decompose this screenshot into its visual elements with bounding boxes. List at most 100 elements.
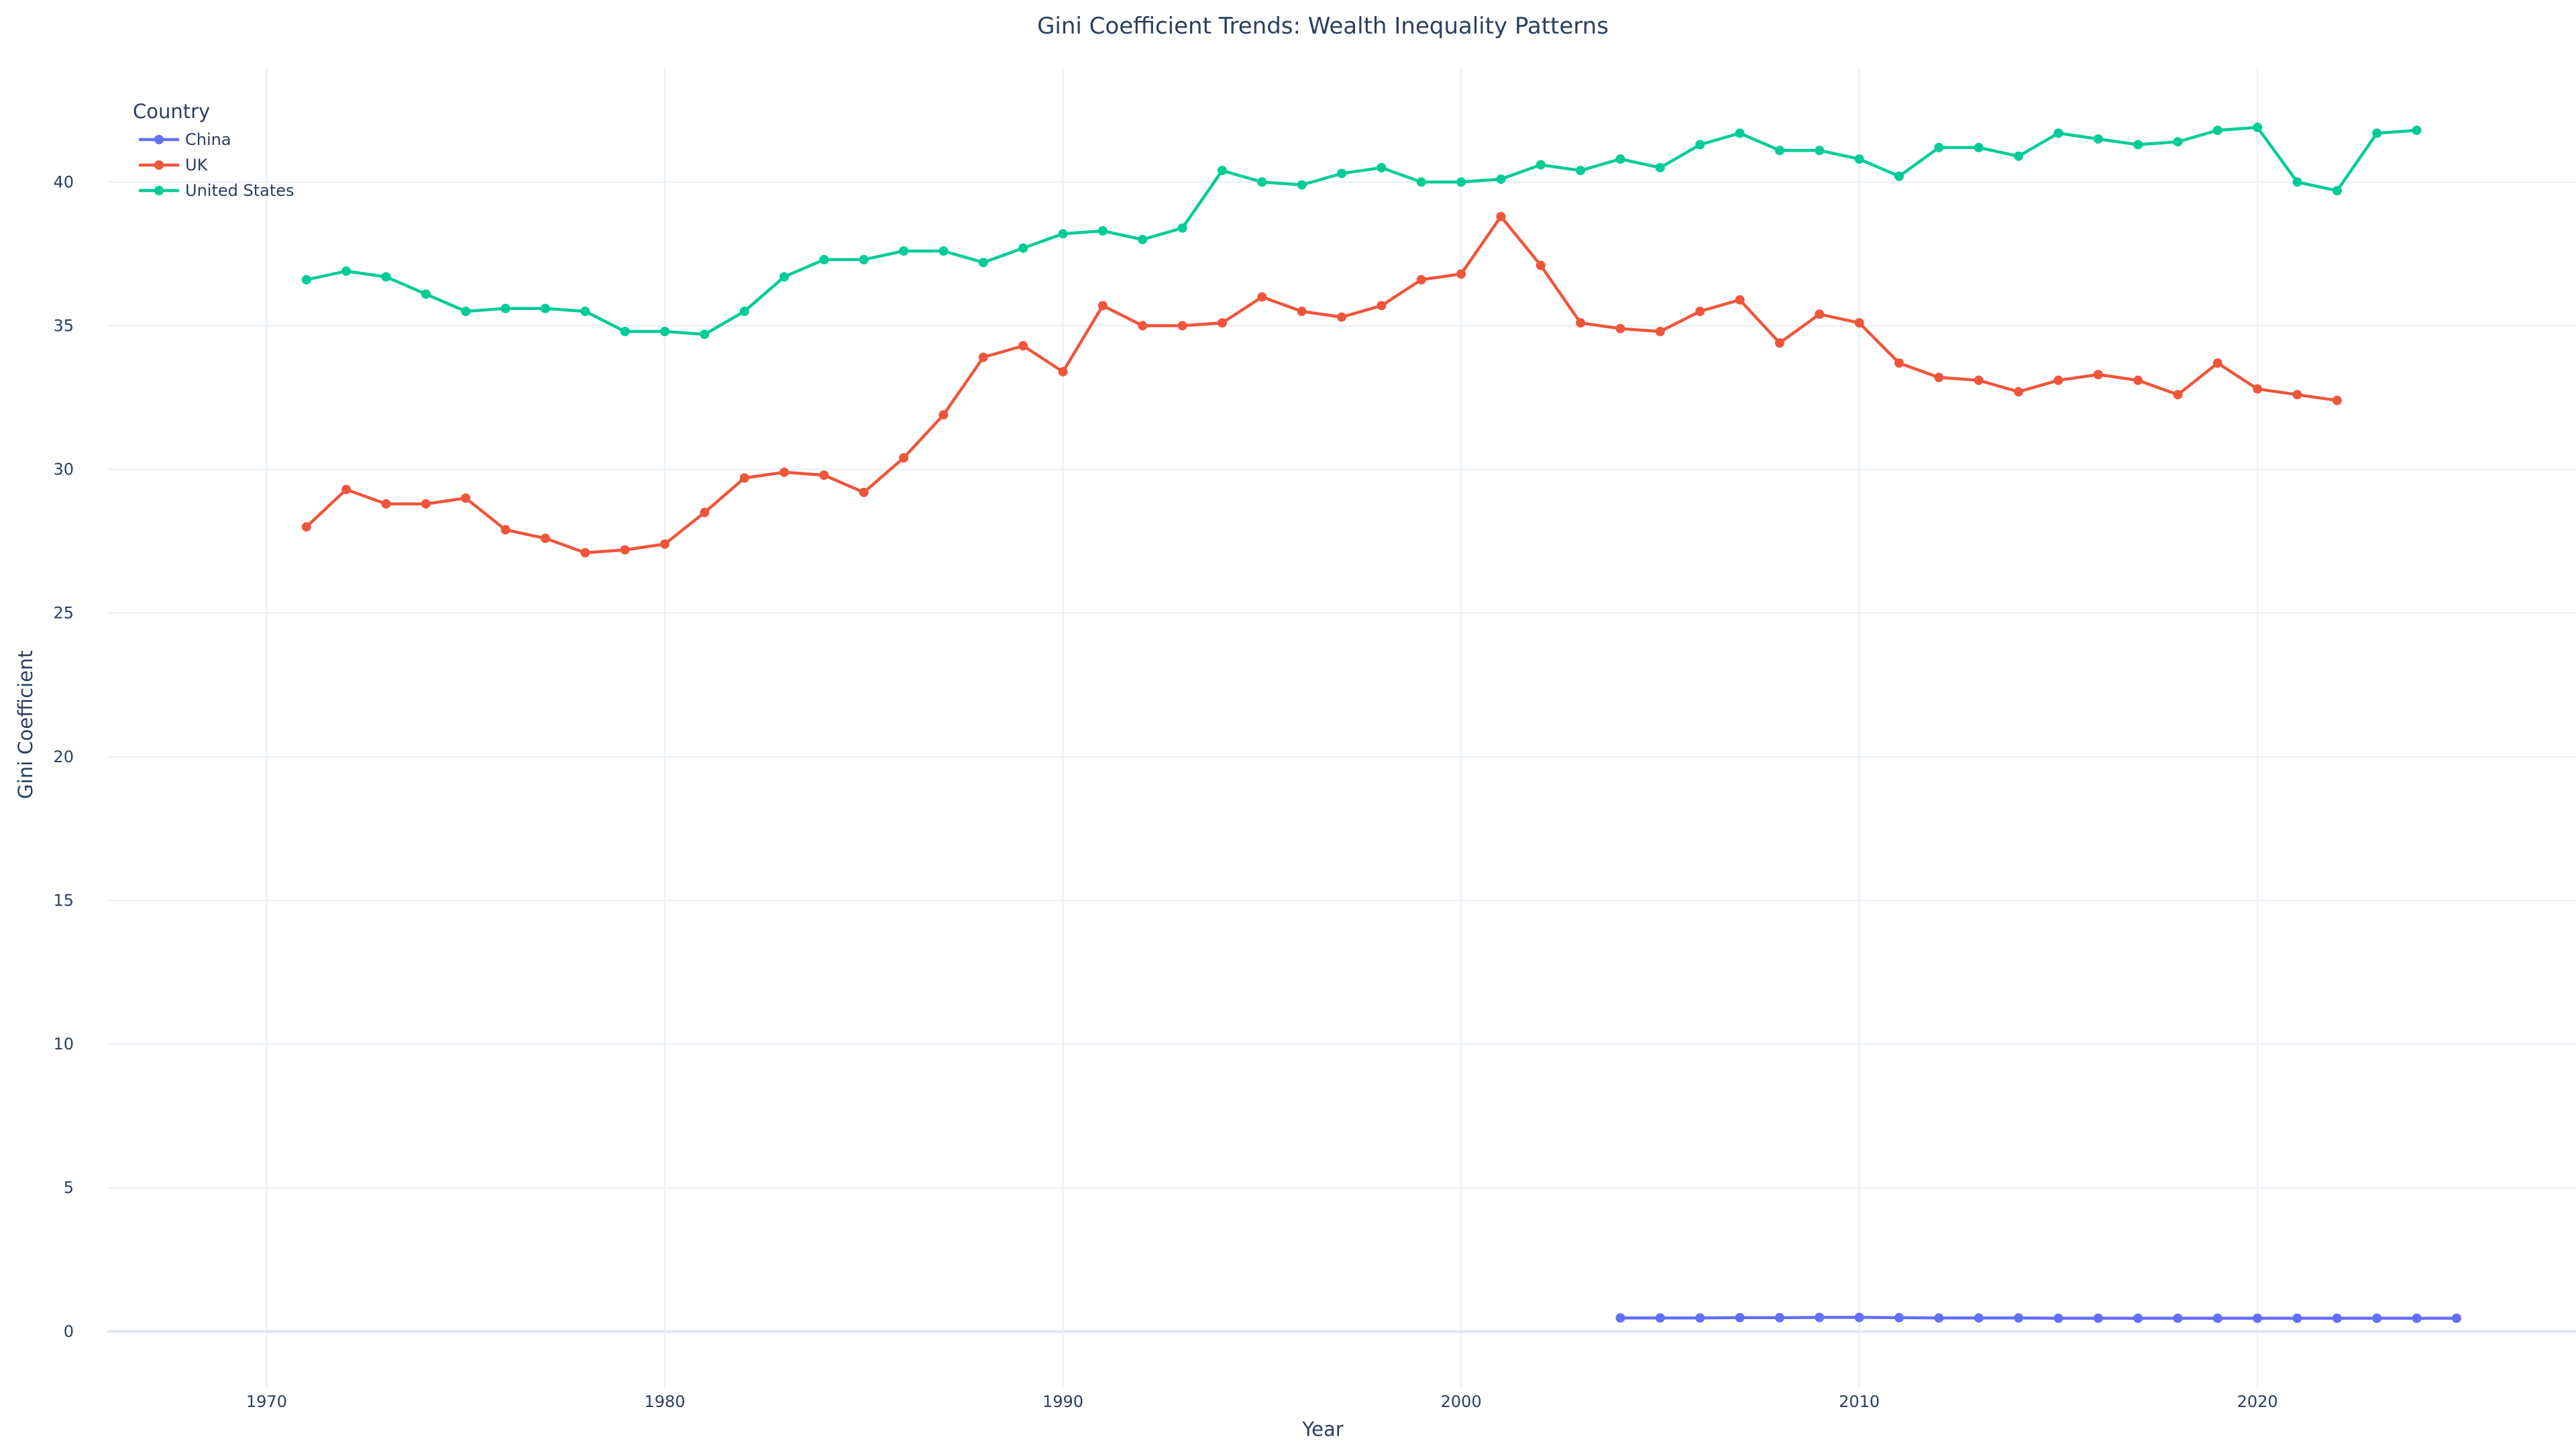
data-point[interactable] xyxy=(978,258,988,268)
data-point[interactable] xyxy=(2212,125,2222,136)
data-point[interactable] xyxy=(500,525,511,535)
data-point[interactable] xyxy=(1735,128,1745,138)
data-point[interactable] xyxy=(1615,1313,1625,1323)
data-point[interactable] xyxy=(1774,1312,1784,1323)
data-point[interactable] xyxy=(1655,327,1665,336)
data-point[interactable] xyxy=(2412,125,2422,136)
data-point[interactable] xyxy=(859,254,869,264)
data-point[interactable] xyxy=(659,539,669,549)
data-point[interactable] xyxy=(1297,307,1307,317)
data-point[interactable] xyxy=(819,254,829,264)
data-point[interactable] xyxy=(461,493,471,503)
data-point[interactable] xyxy=(540,303,550,313)
data-point[interactable] xyxy=(1894,171,1904,181)
data-point[interactable] xyxy=(341,266,352,276)
data-point[interactable] xyxy=(1257,177,1267,187)
data-point[interactable] xyxy=(2014,151,2024,161)
data-point[interactable] xyxy=(1097,226,1108,236)
data-point[interactable] xyxy=(1377,301,1387,311)
data-point[interactable] xyxy=(659,327,669,336)
data-point[interactable] xyxy=(2212,1313,2222,1323)
data-point[interactable] xyxy=(938,410,949,420)
data-point[interactable] xyxy=(1576,318,1586,328)
data-point[interactable] xyxy=(2173,137,2183,147)
data-point[interactable] xyxy=(1735,295,1745,305)
data-point[interactable] xyxy=(1177,223,1187,233)
data-point[interactable] xyxy=(1576,166,1586,176)
data-point[interactable] xyxy=(580,548,590,558)
data-point[interactable] xyxy=(620,545,630,555)
data-point[interactable] xyxy=(1854,318,1864,328)
data-point[interactable] xyxy=(1337,312,1346,322)
data-point[interactable] xyxy=(1934,1313,1944,1323)
data-point[interactable] xyxy=(1774,338,1784,348)
data-point[interactable] xyxy=(1894,358,1904,368)
data-point[interactable] xyxy=(739,473,749,483)
data-point[interactable] xyxy=(780,467,790,477)
data-point[interactable] xyxy=(2332,186,2342,196)
data-point[interactable] xyxy=(1655,162,1665,172)
data-point[interactable] xyxy=(2372,1313,2382,1323)
data-point[interactable] xyxy=(2253,1313,2263,1323)
data-point[interactable] xyxy=(540,533,550,543)
data-point[interactable] xyxy=(739,307,749,317)
data-point[interactable] xyxy=(780,272,790,282)
data-point[interactable] xyxy=(421,289,431,299)
data-point[interactable] xyxy=(1894,1312,1904,1323)
data-point[interactable] xyxy=(1615,323,1625,333)
data-point[interactable] xyxy=(1097,301,1108,311)
data-point[interactable] xyxy=(1416,177,1426,187)
data-point[interactable] xyxy=(2014,386,2024,397)
data-point[interactable] xyxy=(461,307,471,317)
data-point[interactable] xyxy=(1536,160,1546,170)
data-point[interactable] xyxy=(1774,146,1784,156)
data-point[interactable] xyxy=(301,522,311,532)
data-point[interactable] xyxy=(2053,128,2063,138)
data-point[interactable] xyxy=(978,352,988,362)
data-point[interactable] xyxy=(1815,146,1825,156)
data-point[interactable] xyxy=(1138,234,1148,244)
data-point[interactable] xyxy=(1934,372,1944,382)
data-point[interactable] xyxy=(2093,1313,2103,1323)
data-point[interactable] xyxy=(899,453,909,463)
data-point[interactable] xyxy=(2093,370,2103,380)
data-point[interactable] xyxy=(899,246,909,256)
data-point[interactable] xyxy=(1735,1312,1745,1323)
data-point[interactable] xyxy=(2253,384,2263,394)
data-point[interactable] xyxy=(301,274,311,284)
data-point[interactable] xyxy=(2292,177,2302,187)
data-point[interactable] xyxy=(2412,1313,2422,1323)
data-point[interactable] xyxy=(1974,1313,1984,1323)
data-point[interactable] xyxy=(1496,174,1506,185)
data-point[interactable] xyxy=(381,499,391,509)
data-point[interactable] xyxy=(1377,162,1387,172)
legend-item[interactable]: United States xyxy=(139,181,294,200)
data-point[interactable] xyxy=(2053,1313,2063,1323)
data-point[interactable] xyxy=(1974,142,1984,152)
data-point[interactable] xyxy=(1138,321,1148,331)
data-point[interactable] xyxy=(2173,390,2183,400)
data-point[interactable] xyxy=(1177,321,1187,331)
data-point[interactable] xyxy=(2372,128,2382,138)
data-point[interactable] xyxy=(2133,140,2143,150)
data-point[interactable] xyxy=(700,507,710,517)
data-point[interactable] xyxy=(1018,243,1028,253)
data-point[interactable] xyxy=(1695,307,1705,317)
data-point[interactable] xyxy=(859,487,869,497)
data-point[interactable] xyxy=(1815,1312,1825,1323)
data-point[interactable] xyxy=(2451,1313,2461,1323)
data-point[interactable] xyxy=(1257,292,1267,302)
data-point[interactable] xyxy=(580,307,590,317)
data-point[interactable] xyxy=(2133,375,2143,385)
legend-item[interactable]: China xyxy=(139,130,231,149)
data-point[interactable] xyxy=(1456,177,1466,187)
data-point[interactable] xyxy=(1854,1312,1864,1323)
data-point[interactable] xyxy=(1695,1313,1705,1323)
data-point[interactable] xyxy=(1297,180,1307,190)
data-point[interactable] xyxy=(421,499,431,509)
data-point[interactable] xyxy=(1655,1313,1665,1323)
data-point[interactable] xyxy=(2292,390,2302,400)
data-point[interactable] xyxy=(1018,341,1028,351)
data-point[interactable] xyxy=(1337,168,1346,178)
data-point[interactable] xyxy=(1217,166,1227,176)
